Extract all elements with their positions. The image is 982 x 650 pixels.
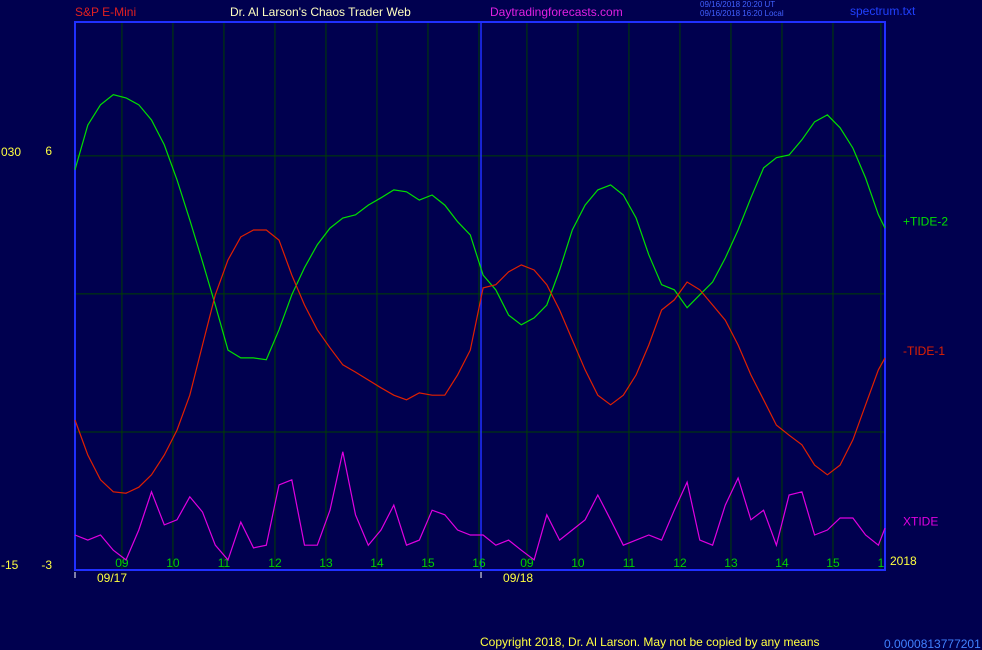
x-tick-label: 09 [520, 556, 534, 570]
date-label: 09/18 [503, 571, 533, 585]
x-tick-label: 14 [370, 556, 384, 570]
date-label: 09/17 [97, 571, 127, 585]
x-tick-label: 13 [724, 556, 738, 570]
file-name: spectrum.txt [850, 4, 916, 18]
x-tick-label: 15 [421, 556, 435, 570]
series-label: XTIDE [903, 514, 938, 528]
x-tick-label: 12 [673, 556, 687, 570]
time-local: 09/16/2018 16:20 Local [700, 9, 784, 18]
series-label: +TIDE-2 [903, 214, 948, 228]
site-title: Dr. Al Larson's Chaos Trader Web [230, 5, 411, 19]
x-tick-label: 11 [623, 556, 636, 570]
x-tick-label: 10 [166, 556, 180, 570]
site-url: Daytradingforecasts.com [490, 5, 623, 19]
x-tick-label: 14 [775, 556, 789, 570]
y-tick-label: -3 [41, 558, 52, 572]
y2-tick-label: 030 [1, 145, 21, 159]
x-tick-label: 15 [826, 556, 840, 570]
instrument: S&P E-Mini [75, 5, 136, 19]
series-line [74, 451, 886, 562]
x-tick-label: 12 [268, 556, 282, 570]
series-line [74, 94, 886, 361]
year-label: 2018 [890, 554, 917, 568]
x-tick-label: 16 [472, 556, 486, 570]
code: 0.0000813777201 [884, 637, 981, 650]
x-tick-label: 10 [571, 556, 585, 570]
copyright: Copyright 2018, Dr. Al Larson. May not b… [480, 635, 820, 649]
y2-tick-label: -15 [1, 558, 19, 572]
x-tick-label: 13 [319, 556, 333, 570]
series-label: -TIDE-1 [903, 344, 945, 358]
plot-border [74, 21, 886, 571]
series-line [74, 229, 886, 494]
x-tick-label: 1 [878, 556, 885, 570]
y-tick-label: 6 [45, 144, 52, 158]
time-ut: 09/16/2018 20:20 UT [700, 0, 775, 9]
